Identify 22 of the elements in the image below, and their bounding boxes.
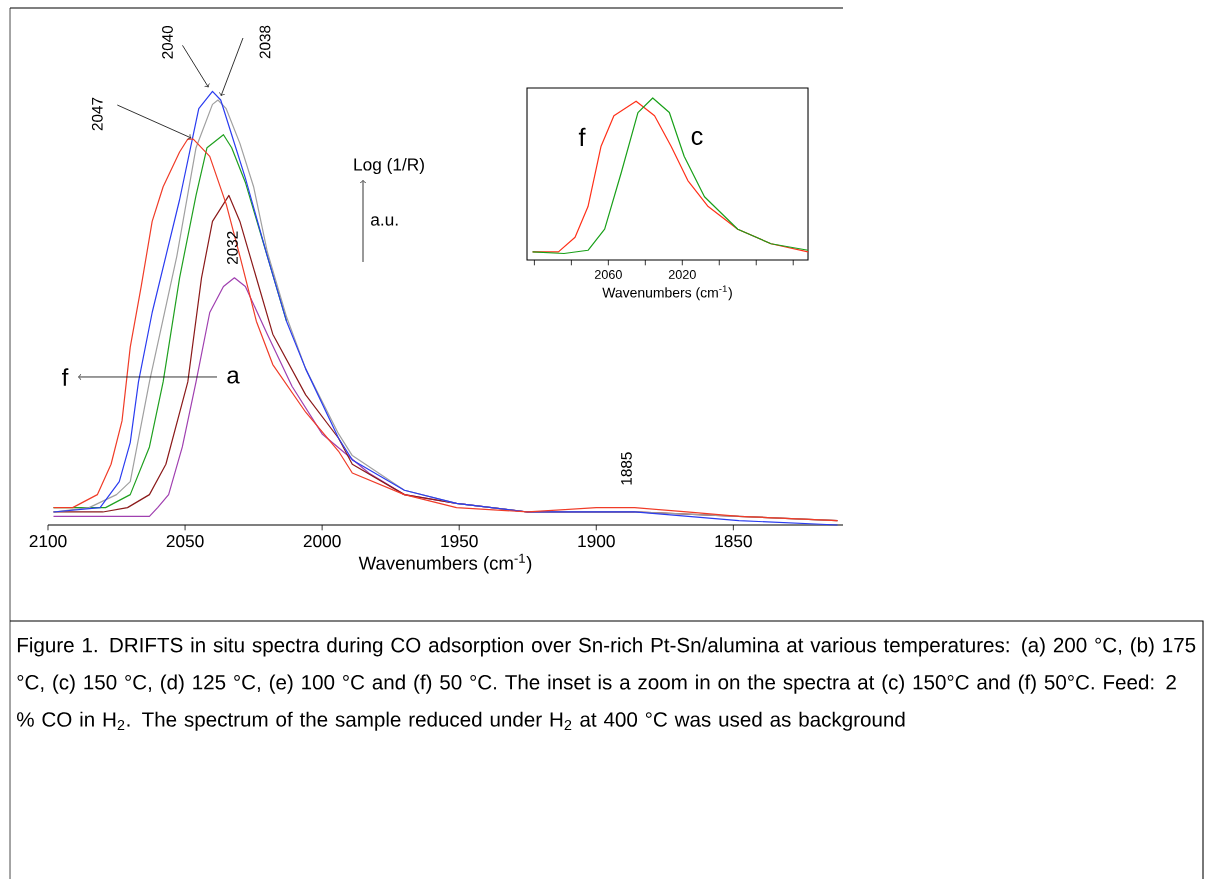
y-axis-title: Log (1/R) — [354, 157, 424, 175]
annotation: f — [578, 127, 586, 147]
annotation: a.u. — [371, 216, 398, 226]
x-tick-label: 1850 — [715, 535, 752, 548]
annotation: 1885 — [621, 452, 632, 485]
x-tick-label: 2060 — [594, 270, 622, 279]
x-tick-label: 2050 — [166, 535, 204, 548]
x-tick-label: 2020 — [668, 270, 696, 279]
annotation: c — [691, 131, 703, 145]
x-tick-label: 2000 — [303, 535, 341, 548]
x-tick-label: 1950 — [441, 535, 478, 548]
x-axis-title: Wavenumbers (cm$^{-1}$) — [358, 553, 532, 574]
annotation: f — [62, 368, 69, 386]
x-tick-label: 1900 — [578, 535, 615, 548]
annotation: a — [227, 370, 240, 384]
annotation: 2038 — [259, 25, 271, 59]
annotation: 2047 — [91, 97, 103, 131]
caption: Figure 1. DRIFTS in situ spectra during CO adsorption over Sn-rich Pt-Sn/alumina at various temperatures: (a) 200 °C, (b) 175 °C, (c) 150 °C, (d) 125 °C, (e) 100 °C and (f) 50 °C. The inset is a zoom in on the spectra at (c) 150°C and (f) 50°C. Feed: 2 % CO in H$_{2}$. The spectrum of the sample reduced under H$_{2}$ at 400 °C was used as background — [17, 637, 1196, 731]
annotation: 2040 — [162, 25, 173, 59]
x-axis-title: Wavenumbers (cm$^{-1}$) — [602, 285, 732, 301]
annotation: 2032 — [227, 231, 238, 265]
x-tick-label: 2100 — [29, 535, 67, 548]
